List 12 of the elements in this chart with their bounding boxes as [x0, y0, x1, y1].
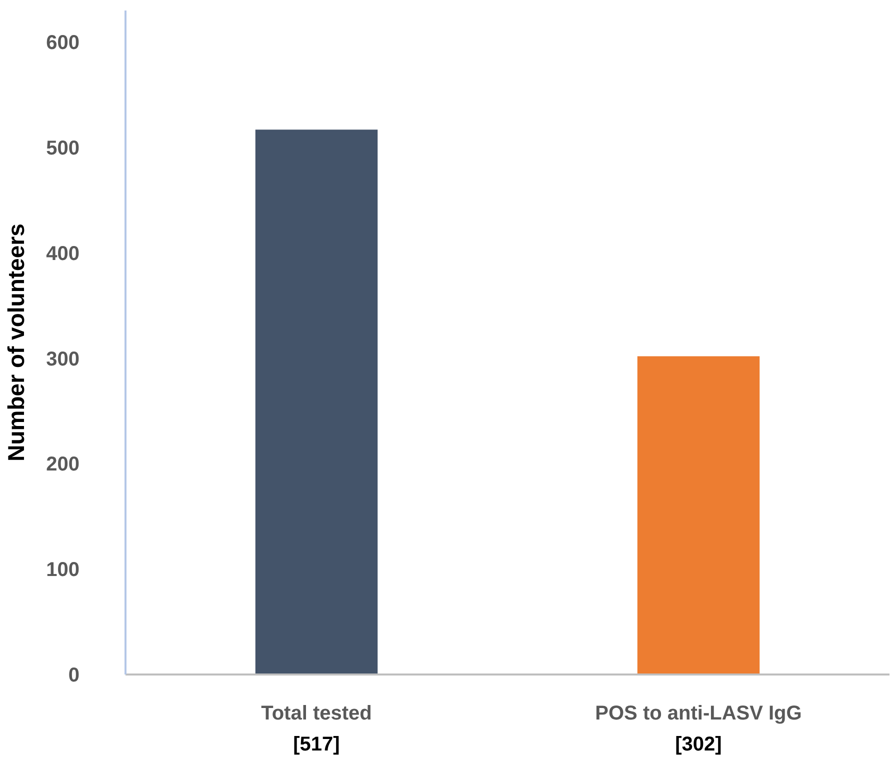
- y-tick-label: 600: [46, 32, 80, 54]
- data-label: [517]: [293, 734, 340, 756]
- x-tick-label: Total tested: [261, 702, 372, 724]
- y-tick-label: 200: [46, 454, 80, 476]
- y-tick-label: 300: [46, 348, 80, 370]
- data-label: [302]: [675, 734, 722, 756]
- y-axis-title: Number of volunteers: [3, 224, 30, 462]
- x-tick-label: POS to anti-LASV IgG: [595, 702, 802, 724]
- y-tick-label: 500: [46, 138, 80, 160]
- y-tick-label: 0: [68, 664, 80, 686]
- y-tick-label: 400: [46, 242, 80, 265]
- y-tick-label: 100: [46, 559, 80, 582]
